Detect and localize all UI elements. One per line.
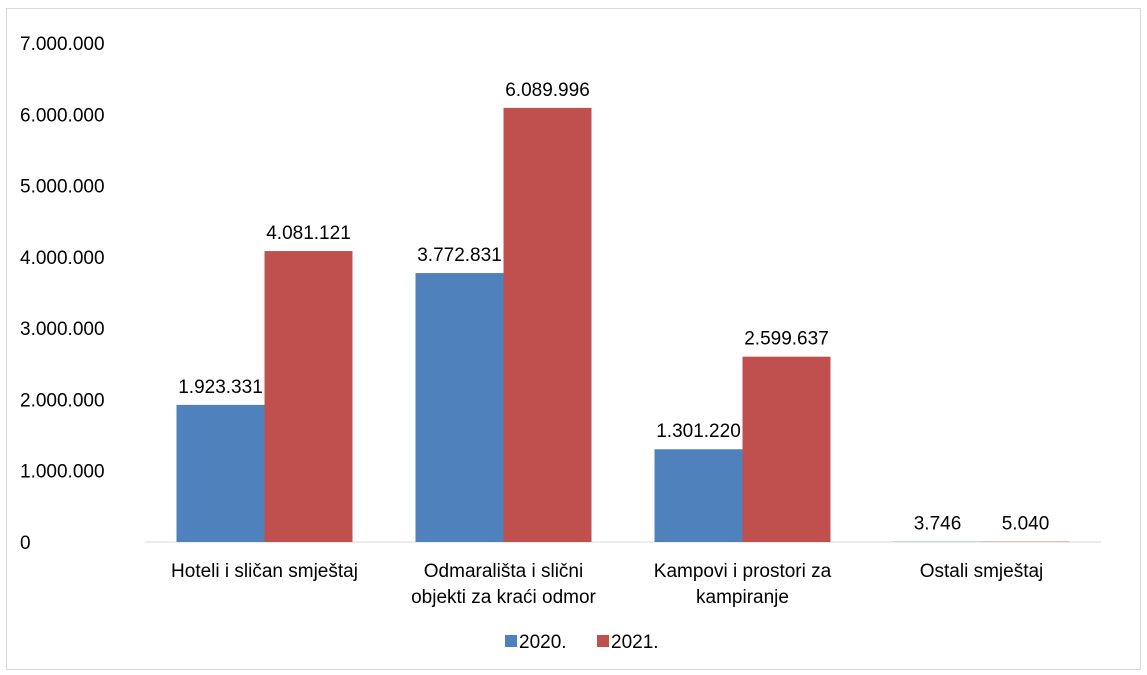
data-label: 5.040 [1002,514,1050,535]
y-tick-label: 2.000.000 [20,390,105,411]
data-label: 4.081.121 [266,223,351,244]
category-label: objekti za kraći odmor [411,587,596,608]
bar-2021-0 [264,251,353,542]
y-tick-label: 3.000.000 [20,319,105,340]
data-label: 1.923.331 [178,377,263,398]
bar-2020-0 [176,404,265,542]
data-label: 1.301.220 [656,421,741,442]
category-label: kampiranje [696,587,789,608]
legend-label: 2021. [611,632,659,653]
y-tick-label: 7.000.000 [20,34,105,55]
bar-2020-2 [654,449,743,542]
bar-2021-2 [742,356,831,542]
y-tick-label: 6.000.000 [20,105,105,126]
y-tick-label: 4.000.000 [20,248,105,269]
legend-label: 2020. [519,632,567,653]
data-label: 3.746 [914,514,962,535]
y-tick-label: 0 [20,533,31,554]
bar-2021-1 [503,107,592,542]
category-label: Odmarališta i slični [424,561,583,582]
category-label: Ostali smještaj [920,561,1044,582]
bar-2020-1 [415,273,504,542]
y-tick-label: 5.000.000 [20,177,105,198]
category-label: Hoteli i sličan smještaj [171,561,358,582]
y-tick-label: 1.000.000 [20,462,105,483]
category-label: Kampovi i prostori za [654,561,832,582]
legend-swatch [505,635,517,647]
legend-swatch [597,635,609,647]
data-label: 3.772.831 [417,245,502,266]
data-label: 6.089.996 [505,80,590,101]
data-label: 2.599.637 [744,329,829,350]
